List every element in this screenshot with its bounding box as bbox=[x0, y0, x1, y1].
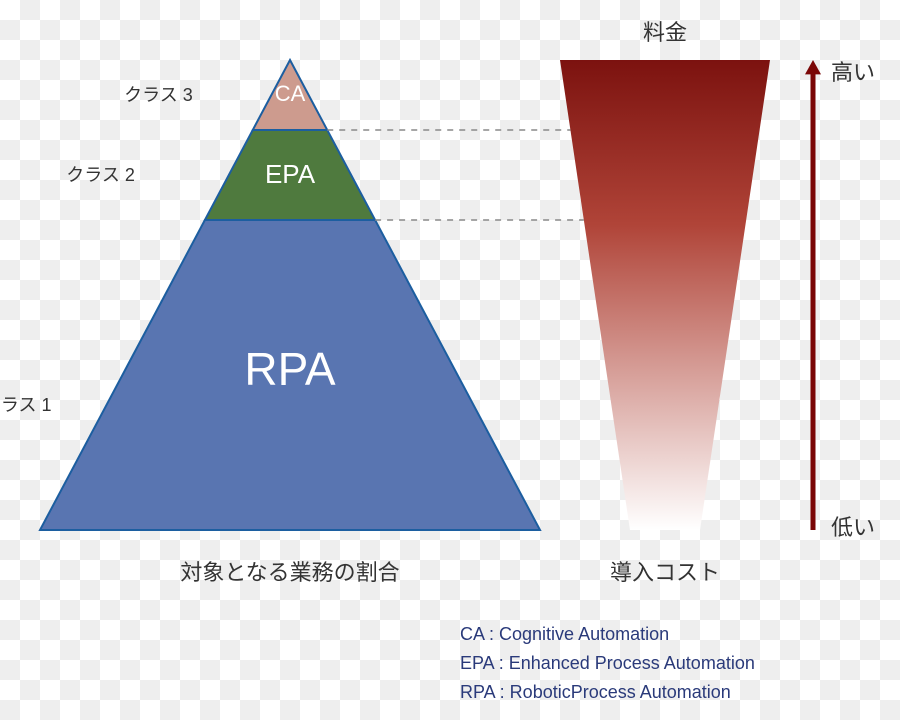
funnel-title-top: 料金 bbox=[643, 20, 687, 45]
pyramid-caption: 対象となる業務の割合 bbox=[180, 560, 399, 585]
class-label-ca: クラス 3 bbox=[124, 85, 193, 105]
cost-axis-arrowhead bbox=[805, 60, 821, 74]
cost-funnel bbox=[560, 60, 770, 530]
class-label-epa: クラス 2 bbox=[66, 165, 135, 185]
legend-line-0: CA : Cognitive Automation bbox=[460, 620, 755, 649]
diagram-svg: CA EPA RPA クラス 3 クラス 2 クラス 1 対象となる業務の割合 料金導入コスト… bbox=[0, 0, 900, 720]
level-label-epa: EPA bbox=[265, 159, 316, 189]
level-label-ca: CA bbox=[275, 81, 306, 106]
legend: CA : Cognitive AutomationEPA : Enhanced … bbox=[460, 620, 755, 706]
axis-label-low: 低い bbox=[831, 515, 875, 540]
legend-line-2: RPA : RoboticProcess Automation bbox=[460, 678, 755, 707]
class-label-rpa: クラス 1 bbox=[0, 395, 51, 415]
level-label-rpa: RPA bbox=[244, 343, 335, 395]
axis-label-high: 高い bbox=[831, 60, 875, 85]
legend-line-1: EPA : Enhanced Process Automation bbox=[460, 649, 755, 678]
funnel-caption: 導入コスト bbox=[610, 560, 720, 585]
